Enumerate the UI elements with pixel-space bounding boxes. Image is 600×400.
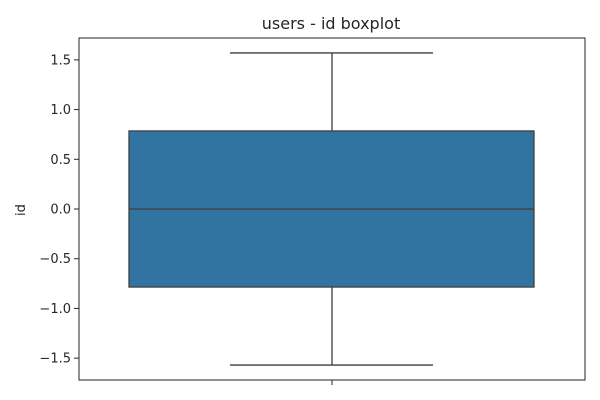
y-tick-label: 0.5 [50,153,71,168]
y-axis-label: id [14,204,29,216]
y-tick-label: 1.5 [50,53,71,68]
chart-title: users - id boxplot [262,14,400,33]
y-tick-label: −1.0 [39,302,71,317]
y-tick-label: 1.0 [50,103,71,118]
y-tick-label: −0.5 [39,252,71,267]
plot-area: 1.5 1.0 0.5 0.0 −0.5 −1.0 −1.5 [39,37,586,385]
y-tick-label: 0.0 [50,203,71,218]
y-tick-label: −1.5 [39,352,71,367]
